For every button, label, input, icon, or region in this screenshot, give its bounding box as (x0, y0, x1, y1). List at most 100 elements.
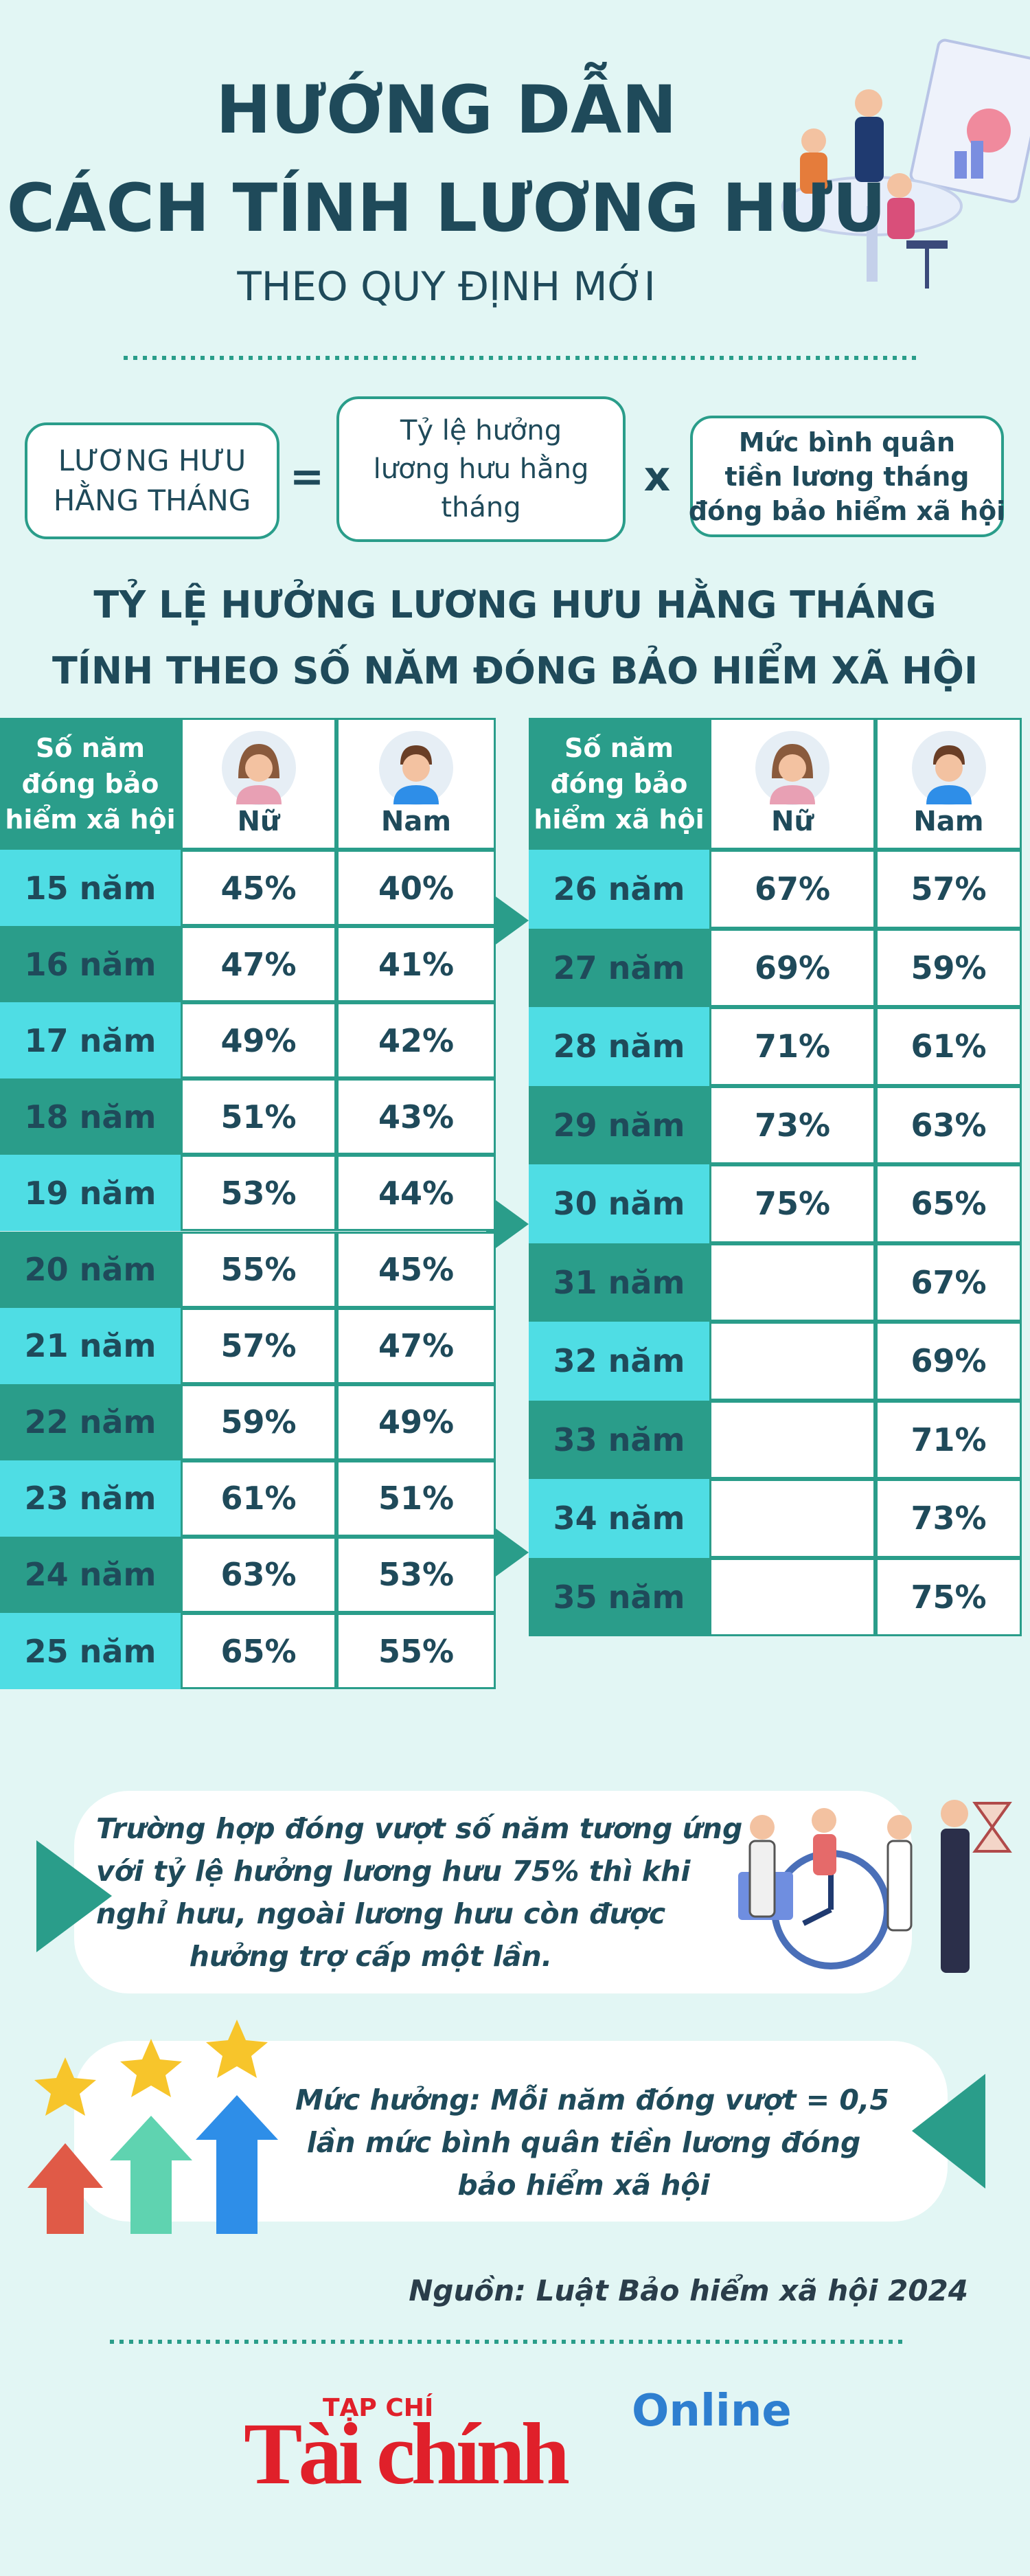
arrow (486, 890, 529, 951)
rate-cell: 53% (181, 1155, 336, 1232)
header-gender: Nam (336, 718, 496, 850)
rate-cell: 40% (336, 850, 496, 927)
subtitle: THEO QUY ĐỊNH MỚI (237, 263, 656, 310)
rate-cell: 43% (336, 1078, 496, 1155)
year-cell: 26 năm (529, 850, 709, 929)
gender-label: Nữ (237, 806, 280, 837)
rate-cell (709, 1479, 876, 1558)
avatar (755, 731, 829, 805)
year-cell: 18 năm (0, 1078, 181, 1155)
section-title-line: TÍNH THEO SỐ NĂM ĐÓNG BẢO HIỂM XÃ HỘI (52, 649, 978, 692)
formula-text: tháng (441, 492, 521, 523)
rate-cell: 42% (336, 1002, 496, 1079)
title-line: HƯỚNG DẪN (216, 71, 677, 148)
section-title-line: TỶ LỆ HƯỞNG LƯƠNG HƯU HẰNG THÁNG (93, 583, 937, 626)
year-cell: 32 năm (529, 1322, 709, 1401)
header-label-line: Số năm (36, 733, 145, 763)
note-line: Mức hưởng: Mỗi năm đóng vượt = 0,5 (295, 2083, 890, 2116)
rate-cell: 59% (876, 928, 1022, 1007)
header-gender: Nữ (181, 718, 336, 850)
avatar (221, 731, 296, 805)
note-arrow (912, 2074, 985, 2189)
rate-cell: 47% (336, 1307, 496, 1384)
rate-cell: 41% (336, 926, 496, 1003)
year-cell: 23 năm (0, 1460, 181, 1537)
header-label-line: hiểm xã hội (534, 804, 705, 835)
rate-cell: 61% (876, 1007, 1022, 1086)
operator: x (643, 453, 671, 501)
rate-cell: 71% (709, 1007, 876, 1086)
year-cell: 33 năm (529, 1400, 709, 1479)
rate-cell: 61% (181, 1460, 336, 1537)
formula-text: Mức bình quân (738, 427, 956, 457)
year-cell: 22 năm (0, 1383, 181, 1460)
year-cell: 16 năm (0, 926, 181, 1003)
rate-cell: 63% (181, 1536, 336, 1613)
note-box (74, 2041, 948, 2222)
formula-box: Mức bình quân tiền lương tháng đóng bảo … (688, 416, 1006, 537)
year-cell: 17 năm (0, 1002, 181, 1079)
header-label-line: đóng bảo (21, 769, 159, 799)
rate-cell: 51% (336, 1460, 496, 1537)
rate-cell: 45% (336, 1231, 496, 1308)
formula-text: tiền lương tháng (724, 461, 970, 492)
rate-cell: 53% (336, 1536, 496, 1613)
year-cell: 34 năm (529, 1479, 709, 1558)
note-line: bảo hiểm xã hội (457, 2169, 710, 2202)
rate-cell: 67% (709, 850, 876, 929)
rate-cell: 65% (181, 1613, 336, 1690)
header-gender: Nữ (709, 718, 876, 850)
note-text: Mức hưởng: Mỗi năm đóng vượt = 0,5 lần m… (295, 2079, 890, 2206)
meeting-illustration (781, 38, 1030, 289)
rate-cell: 75% (876, 1557, 1022, 1636)
rate-cell: 44% (336, 1155, 496, 1232)
rate-cell (709, 1322, 876, 1401)
rate-cell: 51% (181, 1078, 336, 1155)
source: Nguồn: Luật Bảo hiểm xã hội 2024 (409, 2274, 968, 2307)
rate-cell: 57% (876, 850, 1022, 929)
formula-box: LƯƠNG HƯU HẰNG THÁNG (25, 422, 279, 539)
operator: = (289, 453, 325, 501)
rate-cell: 75% (709, 1164, 876, 1243)
rate-cell: 55% (181, 1231, 336, 1308)
gender-label: Nam (380, 806, 452, 837)
year-cell: 25 năm (0, 1613, 181, 1690)
gender-label: Nam (913, 806, 984, 837)
title-line: CÁCH TÍNH LƯƠNG HƯU (6, 170, 886, 247)
header-label-line: hiểm xã hội (5, 804, 176, 835)
note-line: Trường hợp đóng vượt số năm tương ứng (96, 1812, 743, 1845)
arrow (486, 1522, 529, 1583)
rate-cell: 73% (876, 1479, 1022, 1558)
logo-main: Tài chính (244, 2405, 570, 2502)
section-title: TỶ LỆ HƯỞNG LƯƠNG HƯU HẰNG THÁNG TÍNH TH… (0, 572, 1030, 704)
year-cell: 19 năm (0, 1155, 181, 1232)
formula-text: HẰNG THÁNG (53, 484, 251, 517)
formula-box: Tỷ lệ hưởng lương hưu hằng tháng (336, 396, 626, 542)
note-line: nghỉ hưu, ngoài lương hưu còn được (96, 1897, 666, 1930)
year-cell: 31 năm (529, 1243, 709, 1322)
year-cell: 30 năm (529, 1164, 709, 1243)
avatar (911, 731, 986, 805)
header-label: Số năm đóng bảo hiểm xã hội (0, 718, 181, 850)
formula-text: đóng bảo hiểm xã hội (688, 495, 1006, 526)
rate-cell: 73% (709, 1085, 876, 1164)
year-cell: 24 năm (0, 1536, 181, 1613)
time-illustration (738, 1800, 1012, 1973)
year-cell: 27 năm (529, 928, 709, 1007)
year-cell: 15 năm (0, 850, 181, 927)
year-cell: 21 năm (0, 1307, 181, 1384)
rate-cell: 69% (876, 1322, 1022, 1401)
rate-cell: 49% (181, 1002, 336, 1079)
formula-text: lương hưu hằng (373, 453, 589, 485)
rate-cell: 45% (181, 850, 336, 927)
rate-cell: 65% (876, 1164, 1022, 1243)
rate-cell: 69% (709, 928, 876, 1007)
year-cell: 35 năm (529, 1557, 709, 1636)
header-label: Số năm đóng bảo hiểm xã hội (529, 718, 709, 850)
note-text: Trường hợp đóng vượt số năm tương ứng vớ… (96, 1807, 743, 1978)
rate-cell (709, 1557, 876, 1636)
formula-text: LƯƠNG HƯU (58, 444, 247, 477)
rate-cell: 47% (181, 926, 336, 1003)
